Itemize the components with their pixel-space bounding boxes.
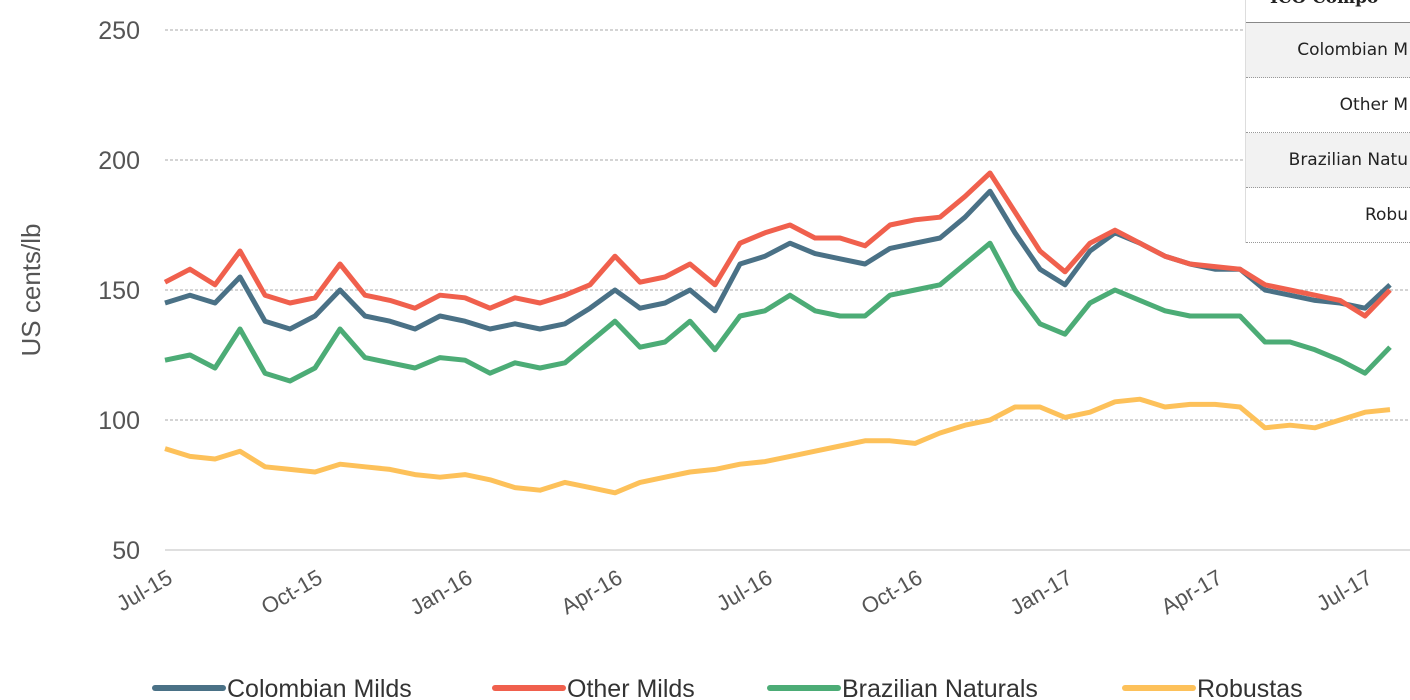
table-row: Brazilian Natu (1246, 133, 1410, 188)
series-line (163, 170, 1392, 319)
table-row: Other M (1246, 78, 1410, 133)
x-tick-label: Jan-16 (406, 565, 477, 620)
y-tick-label: 50 (112, 537, 140, 565)
composite-table: ICO Compo Colombian M Other M Brazilian … (1245, 0, 1410, 243)
table-row: Robu (1246, 188, 1410, 243)
legend-label: Brazilian Naturals (842, 675, 1038, 700)
y-tick-label: 200 (98, 147, 140, 175)
table-header: ICO Compo (1246, 0, 1410, 23)
legend-label: Robustas (1197, 675, 1303, 700)
x-tick-label: Apr-17 (1157, 565, 1227, 620)
series-line (164, 188, 1392, 332)
table-row: Colombian M (1246, 23, 1410, 78)
y-axis-label: US cents/lb (16, 224, 46, 357)
y-tick-label: 250 (98, 17, 140, 45)
x-tick-label: Jul-17 (1312, 565, 1376, 617)
x-tick-label: Apr-16 (557, 565, 627, 620)
series-line (164, 240, 1392, 384)
series-line (164, 396, 1391, 496)
y-tick-label: 150 (98, 277, 140, 305)
x-tick-label: Jan-17 (1006, 565, 1077, 620)
y-tick-label: 100 (98, 407, 140, 435)
plot: 50 100 150 200 250 Jul-15 Oct-15 Jan-16 Apr-16 Ju… (98, 17, 1410, 700)
x-tick-label: Jul-16 (712, 565, 776, 617)
x-tick-label: Jul-15 (112, 565, 176, 617)
x-tick-label: Oct-16 (857, 565, 927, 620)
x-tick-label: Oct-15 (257, 565, 327, 620)
legend-label: Colombian Milds (227, 675, 412, 700)
legend-label: Other Milds (567, 675, 695, 700)
